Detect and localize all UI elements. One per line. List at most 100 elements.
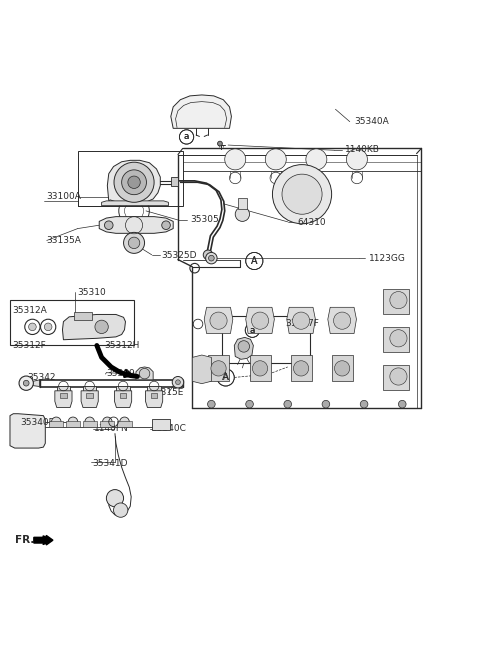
Text: 35340A: 35340A [355, 117, 389, 126]
Text: FR.: FR. [15, 535, 34, 545]
Text: 35309: 35309 [107, 369, 135, 378]
Circle shape [252, 312, 269, 329]
Text: 35340B: 35340B [21, 419, 55, 427]
Polygon shape [328, 307, 357, 334]
Bar [332, 355, 353, 381]
Circle shape [120, 417, 129, 426]
Polygon shape [171, 95, 231, 128]
Circle shape [95, 320, 108, 334]
Text: 1123GG: 1123GG [369, 253, 406, 262]
Circle shape [284, 400, 291, 408]
Bar [117, 421, 132, 426]
Circle shape [282, 174, 322, 214]
Polygon shape [29, 380, 39, 386]
Polygon shape [99, 216, 173, 233]
Circle shape [293, 361, 309, 376]
Polygon shape [62, 314, 125, 340]
Polygon shape [136, 367, 153, 380]
Circle shape [252, 361, 268, 376]
Circle shape [273, 165, 332, 224]
Circle shape [211, 361, 226, 376]
Text: 33135A: 33135A [47, 235, 82, 244]
Polygon shape [115, 391, 132, 408]
Bar [57, 386, 70, 391]
Text: A: A [223, 373, 229, 382]
Circle shape [334, 312, 351, 329]
Circle shape [128, 237, 140, 249]
Circle shape [24, 380, 29, 386]
Circle shape [360, 400, 368, 408]
Circle shape [238, 341, 250, 352]
Circle shape [390, 292, 407, 308]
Text: a: a [250, 326, 255, 335]
Text: 35340C: 35340C [152, 424, 187, 432]
Text: 1140FN: 1140FN [95, 424, 129, 432]
Bar [152, 419, 170, 430]
Text: 64310: 64310 [297, 218, 326, 227]
Bar [250, 355, 271, 381]
Text: a: a [184, 132, 189, 141]
Text: 35312H: 35312H [104, 341, 139, 350]
Polygon shape [287, 307, 315, 334]
Circle shape [208, 255, 214, 261]
Polygon shape [234, 338, 253, 359]
Text: A: A [222, 373, 229, 382]
Bar [383, 327, 409, 352]
Circle shape [114, 503, 128, 517]
Circle shape [398, 400, 406, 408]
Bar [100, 421, 115, 426]
Circle shape [121, 170, 146, 194]
Polygon shape [108, 160, 160, 203]
Text: 35305: 35305 [190, 216, 219, 224]
Circle shape [107, 490, 123, 507]
Polygon shape [10, 413, 45, 448]
Bar [83, 421, 97, 426]
Circle shape [114, 162, 154, 202]
Circle shape [217, 141, 222, 146]
Circle shape [103, 417, 112, 426]
Circle shape [29, 323, 36, 330]
Circle shape [306, 149, 327, 170]
Text: 33815E: 33815E [149, 388, 184, 397]
FancyArrow shape [34, 535, 53, 545]
Text: a: a [250, 326, 255, 335]
Bar [222, 316, 310, 363]
Circle shape [128, 176, 140, 189]
Polygon shape [102, 201, 168, 205]
Circle shape [246, 400, 253, 408]
Circle shape [51, 417, 61, 426]
Bar [116, 386, 130, 391]
Circle shape [162, 221, 170, 229]
Circle shape [347, 149, 367, 170]
Text: 35312F: 35312F [12, 341, 46, 350]
Circle shape [172, 376, 184, 388]
Circle shape [335, 361, 350, 376]
Text: 35312A: 35312A [12, 306, 47, 315]
Text: 35341D: 35341D [92, 459, 128, 468]
Bar [86, 393, 93, 398]
Circle shape [207, 400, 215, 408]
Circle shape [19, 376, 34, 390]
Circle shape [123, 233, 144, 253]
Bar [10, 300, 134, 345]
Circle shape [390, 368, 407, 385]
Bar [383, 289, 409, 314]
Circle shape [85, 417, 95, 426]
Circle shape [139, 368, 150, 379]
Bar [66, 421, 80, 426]
Circle shape [44, 323, 52, 330]
Polygon shape [81, 391, 98, 408]
Bar [290, 355, 312, 381]
Circle shape [68, 417, 78, 426]
Text: a: a [184, 132, 189, 141]
Text: A: A [251, 256, 258, 266]
Polygon shape [204, 307, 233, 334]
Text: 35310: 35310 [78, 288, 107, 297]
Circle shape [105, 221, 113, 229]
Text: 33100A: 33100A [47, 192, 82, 201]
Circle shape [203, 250, 213, 260]
Bar [208, 355, 229, 381]
Circle shape [176, 380, 180, 385]
Bar [147, 386, 161, 391]
Bar [238, 198, 247, 209]
